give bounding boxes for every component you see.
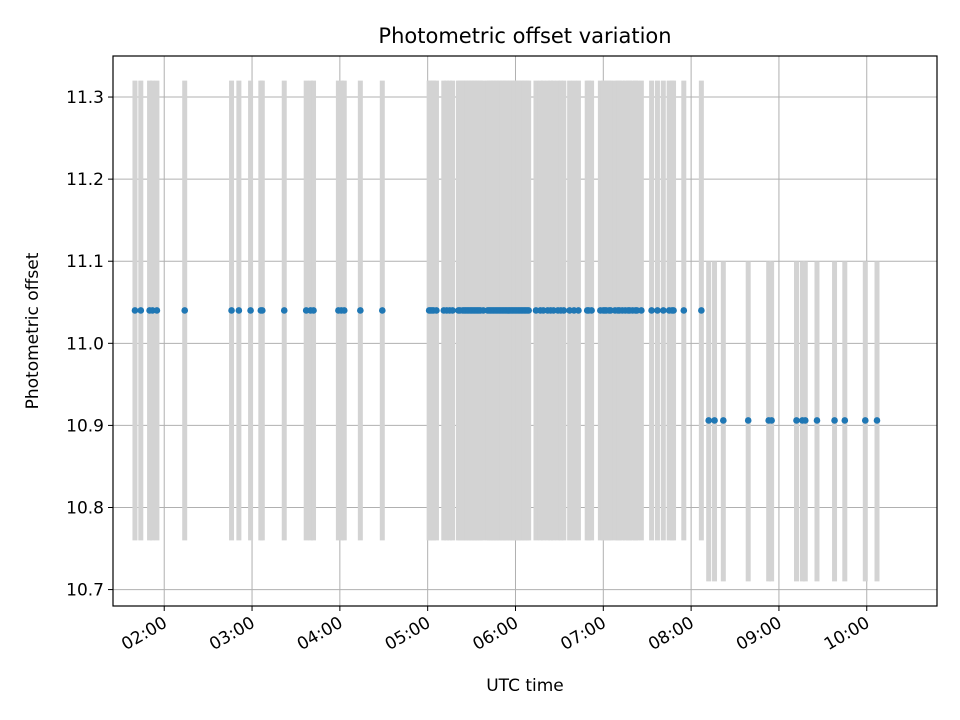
data-point [258, 307, 266, 314]
x-tick-label: 02:00 [118, 613, 170, 655]
x-tick-label: 09:00 [733, 613, 785, 655]
data-point [235, 307, 243, 314]
y-axis-title: Photometric offset [23, 252, 43, 409]
data-point [873, 417, 881, 424]
data-point [131, 307, 139, 314]
data-point [670, 307, 677, 314]
data-point [181, 307, 189, 314]
y-tick-label: 11.3 [66, 88, 104, 108]
data-point [357, 307, 364, 314]
x-tick-label: 07:00 [557, 613, 609, 655]
data-point [720, 417, 727, 424]
data-point [861, 417, 869, 424]
y-tick-label: 11.0 [66, 334, 104, 354]
x-tick-label: 10:00 [821, 613, 873, 655]
data-point [575, 307, 582, 314]
data-point [793, 417, 800, 424]
data-point [711, 417, 718, 424]
data-points [131, 307, 881, 424]
x-tick-label: 04:00 [294, 613, 346, 655]
data-point [768, 417, 775, 424]
y-tick-label: 11.2 [66, 170, 104, 190]
data-point [801, 417, 809, 424]
data-point [247, 307, 254, 314]
y-tick-label: 10.7 [66, 581, 104, 601]
data-point [137, 307, 145, 314]
data-point [228, 307, 235, 314]
data-point [680, 307, 688, 314]
data-point [831, 417, 838, 424]
data-point [648, 307, 655, 314]
x-axis: 02:00 03:00 04:00 05:00 06:00 07:00 08:00 09:00… [118, 606, 873, 655]
x-axis-title: UTC time [486, 676, 564, 696]
error-bars [132, 80, 880, 582]
data-point [560, 307, 568, 314]
data-point [525, 307, 532, 314]
data-point [310, 307, 317, 314]
data-point [744, 417, 752, 424]
x-tick-label: 06:00 [470, 613, 522, 655]
plot-area-frame [112, 55, 938, 607]
chart-title: Photometric offset variation [378, 24, 671, 48]
x-tick-label: 08:00 [645, 613, 697, 655]
data-point [588, 307, 595, 314]
x-tick-label: 03:00 [206, 613, 258, 655]
data-point [698, 307, 705, 314]
y-axis: 10.7 10.8 10.9 11.0 11.1 11.2 11.3 [66, 88, 113, 601]
data-point [841, 417, 849, 424]
data-point [280, 307, 288, 314]
y-tick-label: 11.1 [66, 252, 104, 272]
data-point [813, 417, 821, 424]
data-point [433, 307, 440, 314]
data-point [660, 307, 667, 314]
y-tick-label: 10.8 [66, 498, 104, 518]
data-point [153, 307, 161, 314]
data-point [638, 307, 645, 314]
y-tick-label: 10.9 [66, 416, 104, 436]
x-tick-label: 05:00 [382, 613, 434, 655]
data-point [379, 307, 386, 314]
data-point [654, 307, 661, 314]
data-point [705, 417, 712, 424]
data-point [340, 307, 348, 314]
data-point [449, 307, 456, 314]
